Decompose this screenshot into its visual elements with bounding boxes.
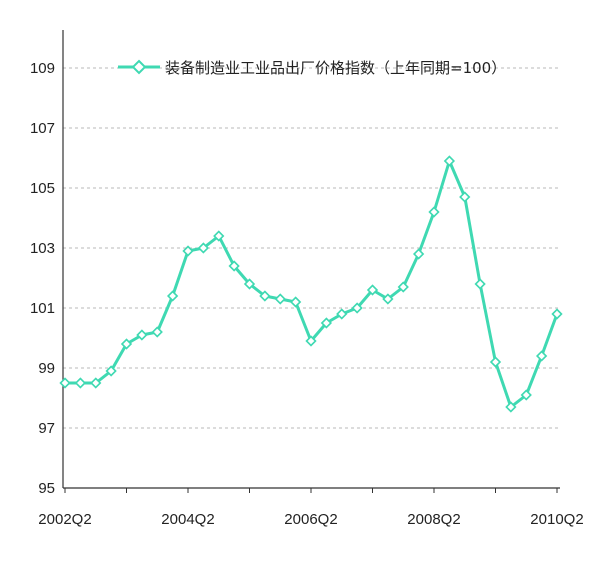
- data-point: [228, 260, 240, 272]
- data-point: [243, 278, 256, 290]
- data-point: [213, 230, 225, 242]
- data-point: [166, 290, 179, 302]
- axes: [62, 30, 560, 493]
- x-tick-label: 2002Q2: [38, 511, 91, 528]
- x-tick-label: 2010Q2: [530, 511, 583, 528]
- data-point: [105, 365, 117, 377]
- grid-lines: [63, 67, 560, 429]
- data-point: [428, 206, 440, 218]
- x-tick-labels: 2002Q2 2004Q2 2006Q2 2008Q2 2010Q2: [38, 511, 583, 528]
- y-tick-label: 105: [30, 180, 55, 197]
- y-tick-label: 109: [30, 60, 55, 77]
- y-tick-label: 95: [38, 480, 55, 497]
- y-tick-label: 103: [30, 240, 55, 257]
- legend-marker-swatch: [131, 59, 147, 75]
- data-point: [459, 191, 471, 203]
- series-markers: [59, 155, 563, 413]
- data-point: [259, 290, 271, 302]
- data-point: [305, 335, 317, 347]
- data-point: [182, 245, 194, 257]
- data-point: [520, 389, 532, 401]
- data-point: [397, 281, 409, 293]
- x-tick-label: 2006Q2: [284, 511, 337, 528]
- data-point: [443, 155, 456, 167]
- x-tick-label: 2008Q2: [407, 511, 460, 528]
- data-point: [382, 293, 394, 305]
- y-tick-labels: 95 97 99 101 103 105 107 109: [30, 60, 55, 497]
- legend: 装备制造业工业品出厂价格指数（上年同期=100）: [118, 59, 506, 77]
- x-tick-label: 2004Q2: [161, 511, 214, 528]
- data-point: [366, 284, 379, 296]
- data-point: [336, 308, 348, 320]
- data-point: [74, 377, 87, 389]
- data-point: [535, 350, 548, 362]
- data-point: [351, 302, 363, 314]
- y-tick-label: 107: [30, 120, 55, 137]
- y-tick-label: 97: [38, 420, 55, 437]
- data-point: [59, 377, 71, 389]
- data-point: [412, 248, 425, 260]
- data-point: [289, 296, 302, 308]
- data-point: [151, 326, 163, 338]
- data-point: [136, 329, 148, 341]
- data-point: [551, 308, 563, 320]
- data-point: [120, 338, 133, 350]
- y-tick-label: 99: [38, 360, 55, 377]
- data-point: [489, 356, 502, 368]
- data-point: [274, 293, 286, 305]
- data-point: [474, 278, 486, 290]
- y-tick-label: 101: [30, 300, 55, 317]
- data-point: [505, 401, 517, 413]
- data-point: [197, 242, 210, 254]
- data-point: [320, 317, 333, 329]
- legend-label: 装备制造业工业品出厂价格指数（上年同期=100）: [165, 59, 506, 77]
- data-point: [90, 377, 102, 389]
